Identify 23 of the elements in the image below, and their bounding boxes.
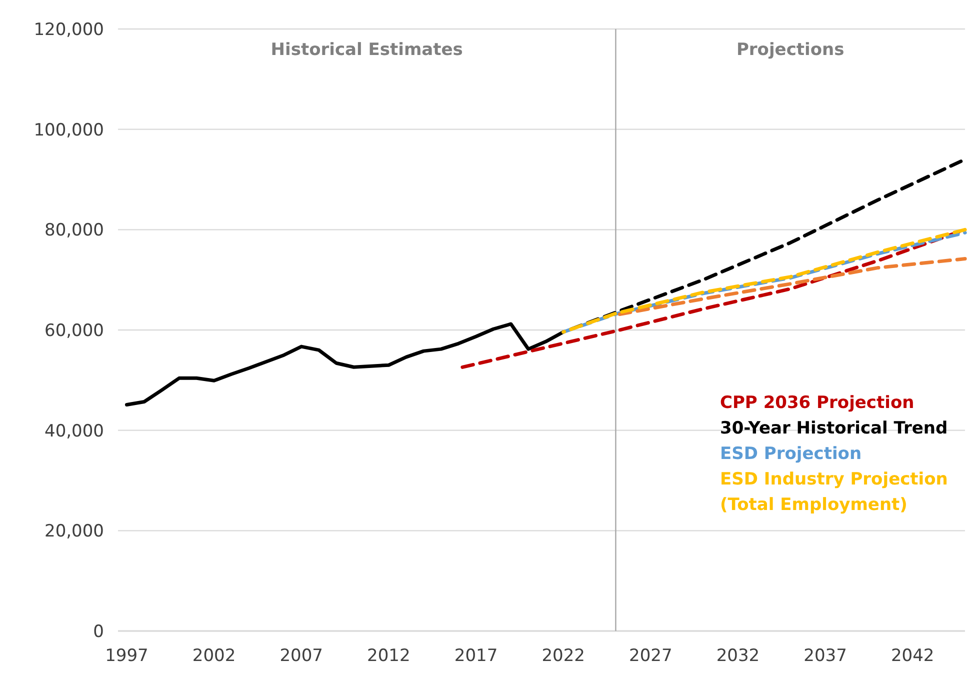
text: 30-Year Historical Trend <box>720 418 948 438</box>
x-tick-label: 2007 <box>280 646 324 666</box>
y-tick-label: 40,000 <box>44 421 104 442</box>
text: ESD Industry Projection (Total Employment) <box>720 470 948 515</box>
annotation: Projections <box>736 40 844 60</box>
y-tick-label: 80,000 <box>44 220 104 241</box>
x-tick-label: 2012 <box>367 646 410 666</box>
y-tick-label: 120,000 <box>34 20 104 40</box>
x-tick-label: 1997 <box>105 646 148 666</box>
x-tick-label: 2002 <box>192 646 236 666</box>
x-tick-label: 2037 <box>804 646 847 666</box>
annotation: Historical Estimates <box>270 40 463 60</box>
text: ESD Projection <box>720 444 862 464</box>
y-tick-label: 20,000 <box>44 522 104 542</box>
y-tick-label: 100,000 <box>34 120 104 140</box>
x-tick-label: 2027 <box>629 646 672 666</box>
x-tick-label: 2022 <box>542 646 585 666</box>
text: CPP 2036 Projection <box>720 393 914 413</box>
y-tick-label: 0 <box>93 622 104 642</box>
x-tick-label: 2042 <box>890 646 934 666</box>
y-tick-label: 60,000 <box>44 320 104 341</box>
x-tick-label: 2032 <box>716 646 760 666</box>
x-tick-label: 2017 <box>454 646 498 666</box>
